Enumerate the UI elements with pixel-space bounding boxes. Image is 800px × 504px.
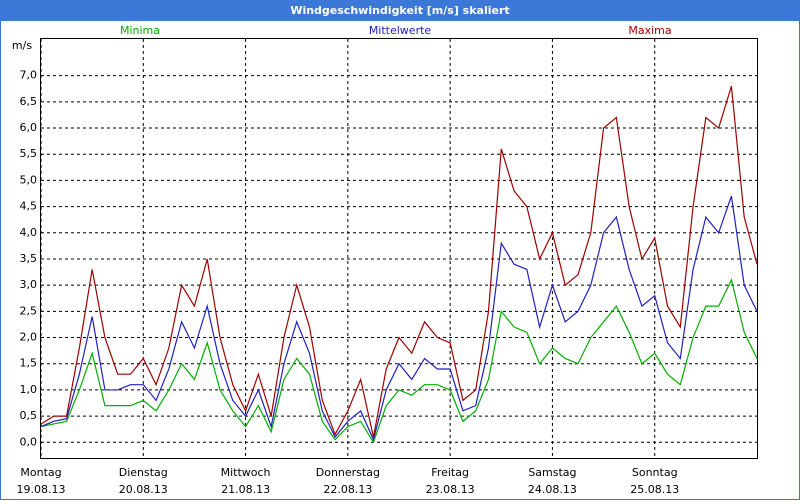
y-tick-label: 5,5 bbox=[20, 147, 38, 160]
data-line bbox=[40, 85, 758, 438]
data-line bbox=[40, 278, 758, 444]
y-tick-label: 6,5 bbox=[20, 95, 38, 108]
y-unit: m/s bbox=[12, 39, 32, 52]
x-tick-label: Mittwoch bbox=[221, 466, 271, 479]
y-tick-label: 7,0 bbox=[20, 69, 38, 82]
x-tick-date: 20.08.13 bbox=[119, 483, 168, 496]
x-tick-date: 21.08.13 bbox=[221, 483, 270, 496]
legend-label: Mittelwerte bbox=[369, 24, 432, 37]
y-tick-label: 3,0 bbox=[20, 278, 38, 291]
y-tick-label: 1,5 bbox=[20, 357, 38, 370]
x-tick-label: Sonntag bbox=[632, 466, 678, 479]
x-tick-date: 25.08.13 bbox=[630, 483, 679, 496]
y-tick-label: 2,0 bbox=[20, 331, 38, 344]
window-title: Windgeschwindigkeit [m/s] skaliert bbox=[290, 4, 509, 17]
y-tick-label: 3,5 bbox=[20, 252, 38, 265]
legend-label: Minima bbox=[120, 24, 160, 37]
x-tick-date: 23.08.13 bbox=[426, 483, 475, 496]
x-tick-label: Samstag bbox=[528, 466, 576, 479]
data-line bbox=[40, 195, 758, 442]
y-tick-label: 0,5 bbox=[20, 409, 38, 422]
x-tick-date: 19.08.13 bbox=[17, 483, 66, 496]
y-tick-label: 4,0 bbox=[20, 226, 38, 239]
y-tick-label: 6,0 bbox=[20, 121, 38, 134]
title-bar bbox=[0, 0, 800, 21]
x-tick-label: Dienstag bbox=[119, 466, 168, 479]
x-tick-label: Freitag bbox=[431, 466, 469, 479]
x-tick-label: Donnerstag bbox=[316, 466, 380, 479]
y-tick-label: 0,0 bbox=[20, 435, 38, 448]
x-tick-date: 22.08.13 bbox=[323, 483, 372, 496]
y-tick-label: 1,0 bbox=[20, 383, 38, 396]
y-tick-label: 5,0 bbox=[20, 173, 38, 186]
legend-label: Maxima bbox=[628, 24, 671, 37]
plot-frame bbox=[40, 38, 758, 459]
y-tick-label: 2,5 bbox=[20, 304, 38, 317]
x-tick-date: 24.08.13 bbox=[528, 483, 577, 496]
x-tick-label: Montag bbox=[20, 466, 61, 479]
y-tick-label: 4,5 bbox=[20, 200, 38, 213]
